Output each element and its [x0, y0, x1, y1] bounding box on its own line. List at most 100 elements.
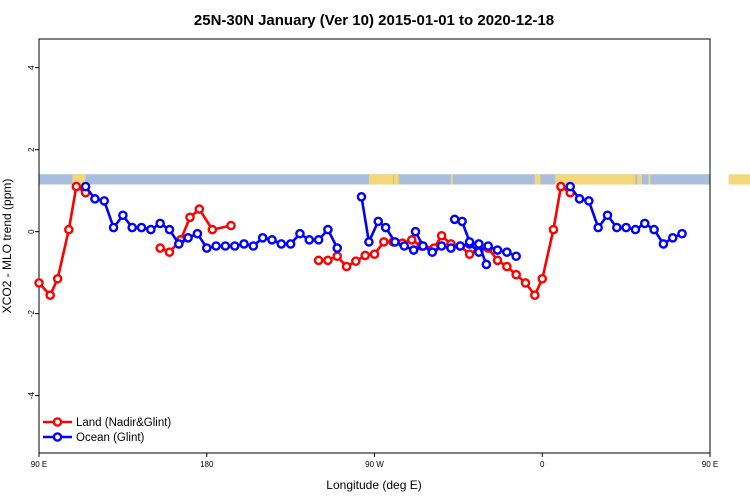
data-point — [341, 261, 352, 272]
data-point — [492, 245, 503, 255]
chart-title: 25N-30N January (Ver 10) 2015-01-01 to 2… — [194, 12, 554, 29]
series-line — [318, 185, 571, 297]
x-tick-label: 90 W — [365, 460, 384, 469]
data-point — [565, 181, 576, 192]
data-point — [351, 256, 361, 266]
data-point — [332, 243, 343, 253]
data-point — [548, 224, 559, 235]
data-point — [364, 237, 374, 247]
data-point — [183, 233, 193, 243]
data-point — [612, 222, 622, 233]
data-point — [267, 235, 277, 245]
data-point — [332, 251, 343, 262]
data-point — [556, 181, 566, 192]
data-point — [410, 226, 421, 237]
data-point — [99, 196, 110, 206]
data-point — [502, 261, 512, 272]
mask-land-interval — [450, 174, 453, 185]
y-tick-label: -4 — [27, 392, 36, 400]
data-point — [194, 204, 205, 214]
data-point — [649, 224, 659, 235]
series-1 — [80, 181, 687, 270]
data-point — [380, 222, 391, 233]
data-point — [220, 241, 231, 251]
data-point — [90, 194, 100, 204]
data-point — [630, 224, 641, 235]
data-point — [313, 235, 324, 245]
data-point — [192, 228, 203, 239]
data-point — [455, 241, 466, 251]
y-axis-label: XCO2 - MLO trend (ppm) — [0, 179, 14, 314]
data-point — [276, 239, 287, 249]
plot-frame — [38, 38, 711, 454]
data-point — [127, 222, 137, 233]
data-point — [360, 250, 370, 261]
data-point — [408, 245, 419, 255]
data-point — [146, 224, 156, 235]
data-point — [164, 224, 175, 235]
data-point — [436, 241, 447, 251]
data-point — [492, 255, 503, 266]
legend-marker — [52, 432, 63, 442]
data-point — [185, 212, 195, 223]
data-point — [483, 241, 493, 251]
data-point — [464, 249, 475, 259]
data-point — [136, 222, 147, 233]
data-point — [118, 210, 128, 221]
y-tick-label: 2 — [27, 147, 36, 152]
data-point — [323, 224, 333, 235]
data-point — [667, 233, 678, 243]
data-point — [239, 239, 249, 249]
data-point — [406, 235, 417, 245]
data-point — [390, 237, 400, 247]
legend: Land (Nadir&Glint) Ocean (Glint) — [43, 417, 171, 444]
data-point — [295, 228, 305, 239]
data-point — [369, 249, 380, 259]
data-point — [481, 259, 492, 270]
data-point — [155, 218, 165, 229]
mask-land-interval — [72, 174, 86, 185]
mask-land-interval — [555, 174, 636, 185]
data-point — [511, 251, 521, 262]
mask-land-interval — [394, 174, 399, 185]
y-tick-label: -2 — [27, 310, 36, 318]
data-point — [464, 237, 475, 247]
data-point — [164, 247, 175, 257]
x-axis: 90 E 180 90 W 0 90 E — [31, 453, 718, 469]
data-point — [80, 181, 91, 192]
data-point — [537, 273, 548, 284]
data-point — [373, 216, 384, 227]
data-point — [285, 239, 296, 249]
data-point — [173, 239, 184, 249]
data-point — [379, 237, 389, 247]
y-tick-label: 4 — [27, 65, 36, 70]
x-tick-label: 90 E — [31, 460, 47, 469]
data-point — [108, 222, 119, 233]
data-point — [457, 216, 467, 227]
data-point — [511, 269, 521, 280]
y-axis: -4 -2 0 2 4 — [27, 65, 39, 399]
data-point — [45, 290, 55, 300]
data-point — [201, 243, 212, 253]
x-axis-label: Longitude (deg E) — [326, 478, 421, 492]
surface-mask — [39, 174, 750, 185]
data-point — [593, 222, 603, 233]
data-point — [64, 224, 74, 235]
data-point — [502, 247, 512, 257]
data-point — [418, 241, 428, 251]
data-point — [529, 290, 540, 300]
data-point — [155, 243, 165, 253]
legend-label: Land (Nadir&Glint) — [76, 417, 171, 429]
data-point — [427, 247, 438, 257]
data-point — [446, 243, 456, 253]
mask-land-interval — [637, 174, 642, 185]
data-point — [356, 192, 367, 202]
data-point — [574, 194, 585, 204]
data-point — [304, 235, 315, 245]
y-tick-label: 0 — [27, 229, 36, 234]
data-point — [229, 241, 240, 251]
mask-land-interval — [368, 174, 394, 185]
data-point — [399, 241, 410, 251]
data-point — [52, 273, 63, 284]
